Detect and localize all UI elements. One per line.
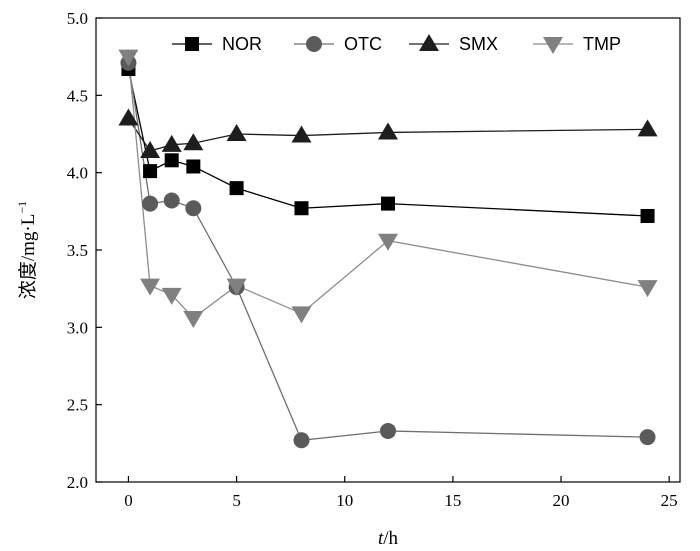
x-tick-label: 20	[553, 491, 570, 510]
x-axis: 0 5 10 15 20 25	[124, 476, 678, 510]
otc-data-point	[185, 200, 202, 217]
y-tick-label: 3.5	[67, 241, 88, 260]
x-axis-title: t/h	[378, 528, 399, 549]
smx-data-point	[140, 141, 161, 159]
smx-data-point	[226, 124, 247, 141]
smx-data-point	[637, 119, 658, 137]
nor-data-point	[640, 208, 655, 223]
tmp-data-point	[291, 306, 312, 324]
legend-marker-smx	[419, 34, 439, 51]
smx-data-point	[378, 122, 398, 140]
tmp-data-point	[637, 280, 658, 298]
x-tick-label: 10	[336, 491, 353, 510]
otc-data-point	[142, 195, 159, 212]
series-markers	[118, 49, 658, 449]
otc-series-line	[127, 62, 648, 441]
y-tick-label: 5.0	[67, 9, 88, 28]
tmp-data-point	[118, 49, 139, 67]
x-tick-label: 0	[124, 491, 133, 510]
series-layer	[118, 49, 658, 449]
legend-item-smx: SMX	[409, 34, 498, 54]
x-tick-label: 15	[444, 491, 461, 510]
nor-data-point	[186, 159, 201, 174]
nor-series-line	[127, 68, 648, 217]
otc-data-point	[380, 422, 396, 439]
x-tick-label: 5	[232, 491, 241, 510]
tmp-series-line	[127, 56, 648, 319]
smx-data-point	[291, 125, 312, 143]
nor-data-point	[143, 164, 158, 179]
otc-data-point	[293, 432, 310, 449]
y-axis: 2.0 2.5 3.0 3.5 4.0 4.5 5.0	[67, 9, 102, 492]
tmp-data-point	[140, 278, 161, 296]
nor-data-point	[294, 201, 309, 216]
y-axis-title: 浓度/mg·L−1	[15, 201, 39, 299]
otc-data-point	[163, 192, 180, 209]
x-axis-var: t	[378, 528, 384, 549]
legend: NOR OTC SMX TMP	[172, 34, 621, 54]
y-tick-label: 2.0	[67, 473, 88, 492]
legend-label: NOR	[222, 34, 262, 54]
tmp-data-point	[183, 311, 204, 329]
legend-marker-otc	[306, 36, 322, 52]
otc-data-point	[639, 429, 656, 446]
smx-data-point	[161, 134, 182, 152]
y-tick-label: 3.0	[67, 318, 88, 337]
nor-data-point	[229, 181, 244, 196]
x-tick-label: 25	[661, 491, 678, 510]
legend-label: TMP	[583, 34, 621, 54]
y-tick-label: 2.5	[67, 396, 88, 415]
y-tick-label: 4.0	[67, 164, 88, 183]
legend-marker-tmp	[543, 37, 563, 54]
tmp-data-point	[378, 233, 398, 251]
smx-data-point	[183, 133, 204, 151]
y-axis-title-text: 浓度/mg·L	[17, 214, 39, 300]
legend-label: SMX	[459, 34, 498, 54]
smx-data-point	[118, 108, 139, 126]
x-axis-unit: /h	[383, 528, 398, 549]
y-tick-label: 4.5	[67, 86, 88, 105]
tmp-data-point	[161, 287, 182, 305]
legend-item-nor: NOR	[172, 34, 262, 54]
legend-marker-nor	[185, 37, 199, 51]
legend-item-otc: OTC	[294, 34, 382, 54]
legend-label: OTC	[344, 34, 382, 54]
legend-item-tmp: TMP	[533, 34, 621, 54]
nor-data-point	[381, 196, 395, 211]
tmp-data-point	[226, 278, 247, 296]
y-axis-title-sup: −1	[15, 201, 29, 214]
nor-data-point	[164, 153, 179, 168]
